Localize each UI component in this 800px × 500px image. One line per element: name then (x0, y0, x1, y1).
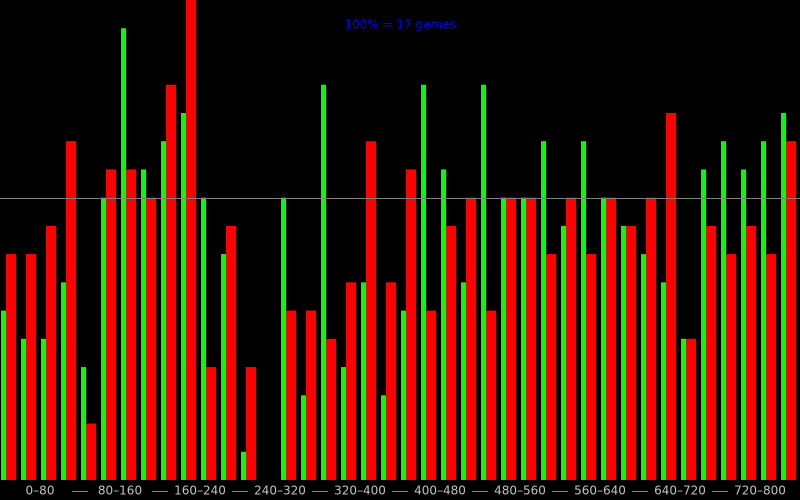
bar (121, 28, 126, 481)
bar (481, 84, 486, 481)
bar (226, 225, 236, 480)
bar (366, 141, 376, 481)
x-tick-label: 80–160 (98, 484, 142, 498)
bar (546, 254, 556, 480)
bar (401, 310, 406, 480)
plot-area (1, 0, 796, 481)
bar (766, 254, 776, 480)
bar (181, 112, 186, 481)
bar (606, 197, 616, 480)
bar (6, 254, 16, 480)
x-tick-label: 320–400 (334, 484, 386, 498)
bar (201, 197, 206, 480)
bar (581, 141, 586, 481)
bar (326, 338, 336, 480)
bar (461, 282, 466, 480)
bar (126, 169, 136, 481)
bar (486, 310, 496, 480)
chart-title: 100% = 17 games (344, 18, 455, 32)
bar (86, 423, 96, 480)
bar (626, 225, 636, 480)
x-tick-label: 560–640 (574, 484, 626, 498)
bar (586, 254, 596, 480)
bar (746, 225, 756, 480)
bar (721, 141, 726, 481)
bar (286, 310, 296, 480)
bar (526, 197, 536, 480)
bar (206, 367, 216, 480)
bar (686, 338, 696, 480)
bar (646, 197, 656, 480)
bar (21, 338, 26, 480)
bar (306, 310, 316, 480)
bar (221, 254, 226, 480)
bar (26, 254, 36, 480)
bar (706, 225, 716, 480)
bar (386, 282, 396, 480)
bar (101, 197, 106, 480)
bar (41, 338, 46, 480)
bar (701, 169, 706, 481)
bar (406, 169, 416, 481)
bar (186, 0, 196, 480)
x-tick-label: 0–80 (26, 484, 55, 498)
x-tick-label: 640–720 (654, 484, 706, 498)
bar (541, 141, 546, 481)
bar (601, 197, 606, 480)
x-tick-label: 240–320 (254, 484, 306, 498)
bar (246, 367, 256, 480)
bar (66, 141, 76, 481)
bar (621, 225, 626, 480)
bar (681, 338, 686, 480)
bar (1, 310, 6, 480)
bar (281, 197, 286, 480)
bar (506, 197, 516, 480)
x-tick-label: 720–800 (734, 484, 786, 498)
bar (346, 282, 356, 480)
bar (561, 225, 566, 480)
bar (161, 141, 166, 481)
bar (146, 197, 156, 480)
bar (441, 169, 446, 481)
bar (106, 169, 116, 481)
bar (641, 254, 646, 480)
bar (166, 84, 176, 481)
x-tick-label: 400–480 (414, 484, 466, 498)
bar (301, 395, 306, 480)
bar (46, 225, 56, 480)
bar (761, 141, 766, 481)
x-tick-label: 480–560 (494, 484, 546, 498)
bar (566, 197, 576, 480)
bar (466, 197, 476, 480)
bar (381, 395, 386, 480)
bar (661, 282, 666, 480)
bar (446, 225, 456, 480)
bar (666, 112, 676, 481)
bar (741, 169, 746, 481)
bar (421, 84, 426, 481)
bar (361, 282, 366, 480)
bar (341, 367, 346, 480)
bar (241, 451, 246, 480)
bar (141, 169, 146, 481)
bar (521, 197, 526, 480)
bar (321, 84, 326, 481)
bar (781, 112, 786, 481)
bar (726, 254, 736, 480)
bar (501, 197, 506, 480)
x-tick-label: 160–240 (174, 484, 226, 498)
bar (61, 282, 66, 480)
bar (426, 310, 436, 480)
bar (81, 367, 86, 480)
bar (786, 141, 796, 481)
